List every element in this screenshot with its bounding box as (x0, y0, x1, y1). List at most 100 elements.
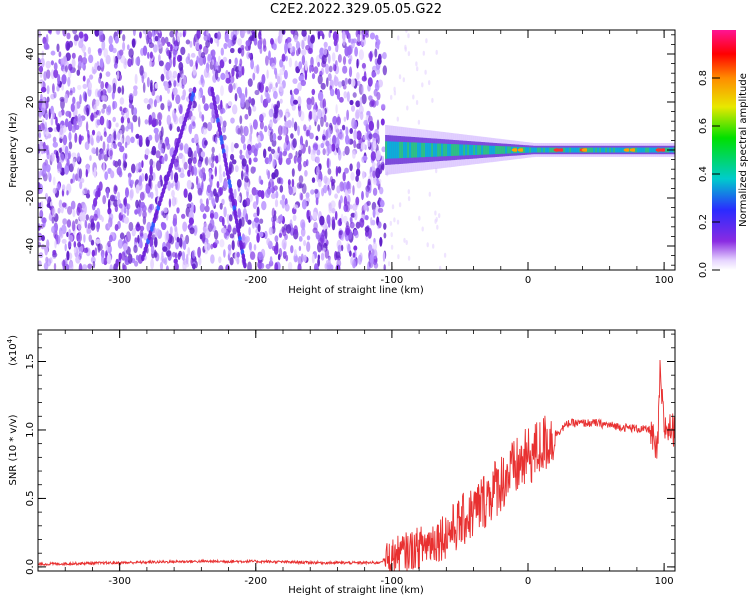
noise-cell (105, 71, 111, 77)
noise-cell (40, 107, 45, 116)
noise-cell (168, 198, 172, 208)
noise-cell (151, 111, 156, 122)
noise-cell (204, 140, 208, 146)
noise-cell (225, 102, 228, 110)
noise-cell (377, 221, 382, 229)
noise-cell (99, 115, 105, 126)
noise-cell (93, 213, 98, 221)
noise-cell (169, 123, 173, 131)
noise-cell (162, 246, 168, 252)
noise-cell (396, 219, 400, 225)
noise-cell (257, 39, 263, 50)
noise-cell (308, 145, 311, 155)
noise-cell (390, 232, 393, 238)
noise-cell (220, 72, 226, 80)
noise-cell (259, 30, 262, 36)
noise-cell (285, 254, 289, 262)
noise-cell (160, 73, 165, 82)
noise-cell (178, 250, 182, 257)
signal-core (405, 142, 408, 158)
noise-cell (38, 252, 44, 259)
signal-core (411, 142, 414, 158)
noise-cell (102, 95, 108, 102)
noise-cell (191, 249, 196, 259)
noise-cell (189, 59, 194, 67)
x-tick-label: 100 (655, 576, 674, 587)
noise-cell (239, 149, 243, 155)
noise-cell (192, 157, 197, 164)
signal-core (653, 147, 656, 153)
signal-core (441, 143, 444, 157)
noise-cell (67, 76, 71, 87)
noise-cell (153, 127, 159, 134)
noise-cell (248, 157, 252, 165)
signal-core (451, 144, 454, 156)
signal-core (493, 145, 496, 155)
noise-cell (150, 191, 154, 199)
noise-cell (125, 231, 131, 243)
noise-cell (69, 90, 73, 96)
noise-cell (95, 99, 100, 107)
noise-cell (107, 240, 111, 248)
noise-cell (41, 244, 45, 250)
noise-cell (245, 86, 248, 98)
signal-core (415, 142, 418, 158)
noise-cell (234, 165, 239, 173)
noise-cell (368, 120, 374, 131)
noise-cell (104, 171, 109, 181)
noise-cell (156, 160, 162, 172)
noise-cell (121, 204, 125, 213)
noise-cell (117, 86, 122, 94)
noise-cell (234, 93, 238, 102)
noise-cell (96, 221, 100, 233)
noise-cell (53, 69, 59, 79)
noise-cell (396, 116, 399, 122)
noise-cell (228, 59, 232, 64)
noise-cell (52, 136, 57, 143)
noise-cell (87, 263, 93, 270)
noise-cell (298, 107, 302, 118)
signal-core (565, 147, 568, 153)
noise-cell (38, 241, 41, 248)
signal-core (395, 141, 398, 159)
noise-cell (83, 247, 89, 253)
signal-core (463, 144, 466, 156)
noise-cell (81, 189, 85, 196)
noise-cell (276, 177, 281, 184)
noise-cell (155, 187, 159, 198)
noise-cell (178, 115, 184, 125)
noise-cell (123, 216, 129, 224)
noise-cell (382, 65, 387, 76)
noise-cell (150, 79, 153, 86)
noise-cell (166, 250, 172, 257)
noise-cell (221, 198, 225, 206)
noise-cell (122, 243, 128, 251)
noise-cell (372, 208, 376, 218)
noise-cell (196, 30, 201, 40)
signal-core (567, 147, 570, 153)
noise-cell (73, 118, 77, 127)
noise-cell (320, 82, 326, 90)
noise-cell (244, 113, 249, 120)
noise-cell (321, 54, 327, 65)
noise-cell (291, 117, 294, 128)
noise-cell (270, 193, 277, 199)
signal-peak (557, 148, 565, 152)
noise-cell (227, 101, 233, 107)
noise-cell (92, 260, 96, 269)
noise-cell (357, 254, 363, 265)
noise-cell (139, 230, 144, 237)
noise-cell (232, 104, 238, 115)
noise-cell (310, 215, 313, 221)
noise-cell (122, 34, 126, 42)
noise-cell (178, 237, 183, 248)
noise-cell (390, 94, 393, 100)
noise-cell (380, 118, 385, 126)
signal-core (619, 147, 622, 153)
noise-cell (240, 93, 246, 104)
noise-cell (134, 237, 138, 243)
noise-cell (142, 45, 148, 56)
noise-cell (64, 118, 69, 128)
noise-cell (341, 31, 346, 41)
noise-cell (146, 103, 151, 110)
